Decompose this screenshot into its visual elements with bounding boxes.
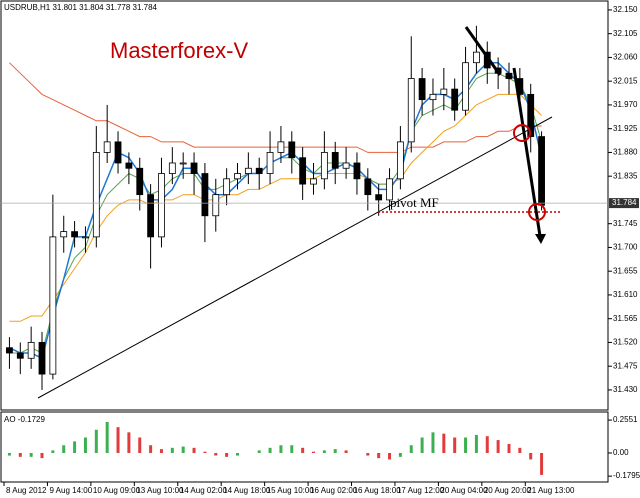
indicator-title: AO -0.1729 xyxy=(4,415,45,424)
x-tick-label: 17 Aug 12:00 xyxy=(397,486,445,495)
y-tick-label: 31.565 xyxy=(613,314,638,323)
x-tick-label: 21 Aug 13:00 xyxy=(527,486,575,495)
candle-body xyxy=(27,342,35,359)
moving-average xyxy=(9,62,542,153)
candle-body xyxy=(440,88,448,95)
y-tick-label: 31.475 xyxy=(613,361,638,370)
candle-body xyxy=(451,88,459,111)
x-tick-label: 9 Aug 14:00 xyxy=(49,486,92,495)
candle-body xyxy=(6,347,13,354)
candle-body xyxy=(364,178,372,196)
candle-body xyxy=(190,162,198,174)
candle-body xyxy=(114,141,122,164)
candle-body xyxy=(538,136,545,206)
y-tick-label: 31.610 xyxy=(613,290,638,299)
candle-body xyxy=(147,194,155,238)
candle-body xyxy=(277,141,285,153)
last-price-box xyxy=(609,198,639,209)
candle-body xyxy=(342,162,350,169)
y-tick-label: 32.060 xyxy=(613,53,638,62)
candle-body xyxy=(136,167,144,196)
arrow-line xyxy=(512,67,542,237)
candle-body xyxy=(396,141,404,180)
x-tick-label: 10 Aug 09:00 xyxy=(93,486,141,495)
candle-body xyxy=(266,152,274,174)
candle-body xyxy=(310,178,317,185)
x-tick-label: 13 Aug 10:00 xyxy=(136,486,184,495)
x-tick-label: 16 Aug 18:00 xyxy=(354,486,402,495)
ao-panel-frame xyxy=(0,411,609,483)
candle-body xyxy=(527,93,535,137)
candle-body xyxy=(331,152,339,169)
candle-body xyxy=(38,342,46,375)
candle-body xyxy=(234,173,241,180)
y-tick-label: 0.00 xyxy=(613,448,629,457)
candle-body xyxy=(49,236,57,375)
y-tick-label: 31.655 xyxy=(613,266,638,275)
y-tick-label: 32.105 xyxy=(613,29,638,38)
main-panel-frame xyxy=(0,0,609,411)
candle-body xyxy=(92,152,100,238)
candle-body xyxy=(505,72,513,79)
candle-body xyxy=(288,141,296,159)
candle-body xyxy=(16,352,24,359)
y-tick-label: -0.1795 xyxy=(613,471,640,480)
candle-body xyxy=(255,167,263,174)
candle-body xyxy=(386,178,393,201)
trend-line xyxy=(37,116,553,399)
candle-body xyxy=(375,194,383,201)
candle-body xyxy=(407,78,415,143)
candle-body xyxy=(125,162,133,169)
chart-header: USDRUB,H1 31.801 31.804 31.778 31.784 xyxy=(4,3,158,12)
y-tick-label: 31.835 xyxy=(613,171,638,180)
arrow-line xyxy=(464,26,502,76)
x-tick-label: 15 Aug 10:00 xyxy=(267,486,315,495)
y-tick-label: 31.520 xyxy=(613,338,638,347)
candle-body xyxy=(244,167,252,174)
x-tick-label: 14 Aug 18:00 xyxy=(223,486,271,495)
arrow-head xyxy=(535,234,546,244)
candle-body xyxy=(462,62,469,111)
candle-body xyxy=(212,194,220,217)
candle-body xyxy=(429,93,437,101)
candle-body xyxy=(179,162,187,165)
y-tick-label: 32.150 xyxy=(613,5,638,14)
candle-body xyxy=(201,173,209,217)
y-tick-label: 31.745 xyxy=(613,219,638,228)
last-price-label: 31.784 xyxy=(612,198,637,207)
candle-body xyxy=(71,231,78,238)
y-tick-label: 31.925 xyxy=(613,124,638,133)
candle-body xyxy=(353,162,361,180)
candle-body xyxy=(168,162,176,174)
y-tick-label: 31.970 xyxy=(613,100,638,109)
x-tick-label: 8 Aug 2012 xyxy=(6,486,47,495)
y-tick-label: 31.880 xyxy=(613,148,638,157)
x-tick-label: 20 Aug 20:00 xyxy=(484,486,532,495)
marker-circle xyxy=(528,203,546,221)
candle-body xyxy=(223,178,231,196)
candle-body xyxy=(320,152,328,180)
candle-body xyxy=(103,141,111,153)
x-tick-label: 16 Aug 02:00 xyxy=(310,486,358,495)
y-tick-label: 31.430 xyxy=(613,385,638,394)
marker-circle xyxy=(513,124,531,142)
candle-body xyxy=(82,236,89,239)
candle-body xyxy=(60,231,68,238)
chart-title: Masterforex-V xyxy=(110,38,248,63)
candle-body xyxy=(158,173,165,238)
y-tick-label: 32.015 xyxy=(613,76,638,85)
x-tick-label: 20 Aug 04:00 xyxy=(440,486,488,495)
candle-body xyxy=(299,157,307,185)
y-tick-label: 31.700 xyxy=(613,243,638,252)
x-tick-label: 14 Aug 02:00 xyxy=(180,486,228,495)
candle-body xyxy=(473,51,480,64)
annotation: pivot MF xyxy=(390,195,439,210)
candle-body xyxy=(418,78,426,101)
y-tick-label: 0.2551 xyxy=(613,415,638,424)
